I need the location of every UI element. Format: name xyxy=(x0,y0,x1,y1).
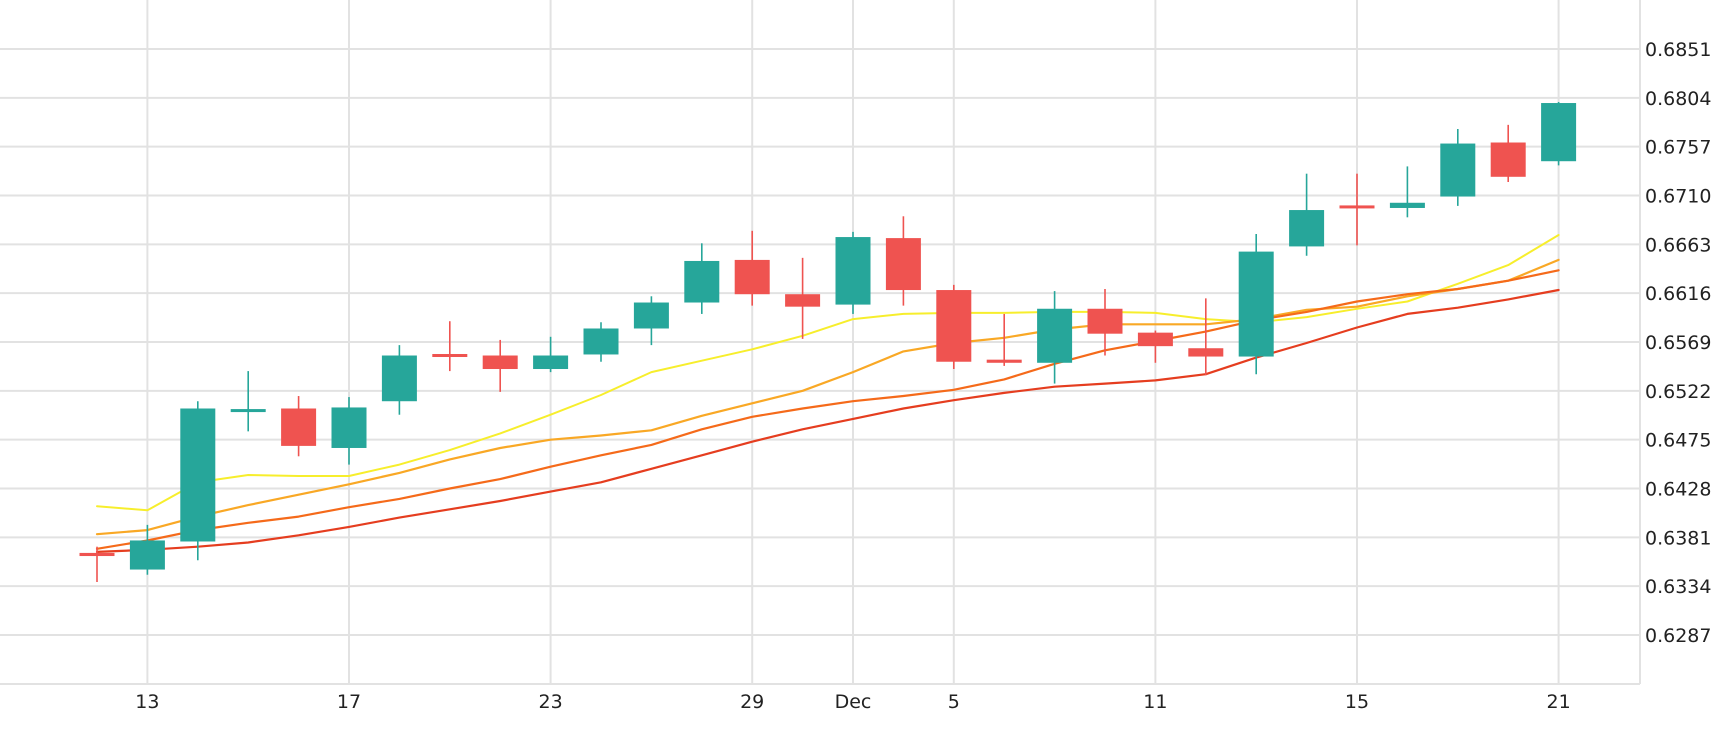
candle-body-up xyxy=(1389,202,1425,208)
candle-body-up xyxy=(1440,143,1476,197)
candle-body-up xyxy=(230,409,266,413)
candle xyxy=(835,231,871,314)
y-tick-label: 0.6616 xyxy=(1645,283,1711,305)
candle-body-up xyxy=(1541,103,1577,162)
candle-body-up xyxy=(331,407,367,448)
x-tick-label: 21 xyxy=(1547,691,1571,713)
candle-body-up xyxy=(1238,251,1274,357)
candle xyxy=(1389,166,1425,218)
moving-average-line xyxy=(95,288,1560,554)
y-tick-label: 0.6522 xyxy=(1645,381,1711,403)
candle-layer xyxy=(79,101,1577,583)
candle xyxy=(180,401,216,561)
candle-body-up xyxy=(381,355,417,402)
candle xyxy=(785,257,821,339)
candle-body-down xyxy=(885,238,921,291)
candle xyxy=(1490,124,1526,182)
candle-body-up xyxy=(1037,308,1073,363)
candle-body-up xyxy=(533,355,569,370)
x-tick-label: Dec xyxy=(835,691,872,713)
y-tick-label: 0.6851 xyxy=(1645,39,1711,61)
candle xyxy=(533,336,569,373)
candle-body-down xyxy=(785,294,821,307)
candle xyxy=(1137,330,1173,363)
candle-body-down xyxy=(1490,142,1526,177)
candle xyxy=(1339,173,1375,246)
y-tick-label: 0.6287 xyxy=(1645,625,1711,647)
x-tick-label: 23 xyxy=(539,691,563,713)
axis-layer: 0.6287 0.6334 0.6381 0.6428 0.6475 0.6522 0.65… xyxy=(135,39,1711,713)
x-tick-label: 13 xyxy=(135,691,159,713)
y-tick-label: 0.6804 xyxy=(1645,88,1711,110)
candle-body-up xyxy=(835,237,871,305)
candle-body-up xyxy=(180,408,216,542)
candle xyxy=(1440,129,1476,206)
y-tick-label: 0.6428 xyxy=(1645,479,1711,501)
candle xyxy=(633,296,669,346)
candle xyxy=(432,321,468,372)
candle xyxy=(986,313,1022,366)
candle xyxy=(331,397,367,465)
candle xyxy=(1188,298,1224,376)
candle xyxy=(230,371,266,432)
y-tick-label: 0.6334 xyxy=(1645,576,1711,598)
candle xyxy=(79,546,115,583)
candle-body-down xyxy=(1137,332,1173,347)
y-tick-label: 0.6569 xyxy=(1645,332,1711,354)
candle-body-down xyxy=(734,259,770,295)
candle xyxy=(281,396,317,457)
x-tick-label: 11 xyxy=(1143,691,1167,713)
candle xyxy=(1238,233,1274,375)
candle-body-down xyxy=(1339,205,1375,209)
x-tick-label: 5 xyxy=(948,691,960,713)
candle xyxy=(936,284,972,370)
candle-body-down xyxy=(432,354,468,358)
candle-body-down xyxy=(281,408,317,446)
candle xyxy=(885,216,921,306)
candle xyxy=(734,230,770,306)
moving-average-line xyxy=(95,269,1560,550)
x-tick-label: 15 xyxy=(1345,691,1369,713)
candle-body-up xyxy=(1289,210,1325,247)
candle xyxy=(1541,101,1577,166)
y-tick-label: 0.6475 xyxy=(1645,430,1711,452)
candle-body-up xyxy=(583,328,619,355)
x-tick-label: 29 xyxy=(740,691,764,713)
candle-body-down xyxy=(1087,308,1123,334)
candle xyxy=(381,345,417,415)
moving-average-line xyxy=(95,258,1560,536)
moving-average-line xyxy=(96,234,1560,512)
grid-layer xyxy=(0,0,1641,685)
candle xyxy=(1037,291,1073,384)
candle-body-down xyxy=(1188,348,1224,357)
candle-body-up xyxy=(684,260,720,303)
candle-body-down xyxy=(936,290,972,362)
candle-body-up xyxy=(633,302,669,329)
candle-body-down xyxy=(482,355,518,370)
candle-body-down xyxy=(986,359,1022,363)
moving-average-layer xyxy=(95,234,1560,554)
y-tick-label: 0.6757 xyxy=(1645,137,1711,159)
candle xyxy=(583,322,619,362)
x-tick-label: 17 xyxy=(337,691,361,713)
y-tick-label: 0.6710 xyxy=(1645,186,1711,208)
y-tick-label: 0.6663 xyxy=(1645,234,1711,256)
candle-body-up xyxy=(129,540,165,570)
candle xyxy=(1289,173,1325,256)
candle-body-down xyxy=(79,552,115,557)
candle xyxy=(482,339,518,392)
y-tick-label: 0.6381 xyxy=(1645,527,1711,549)
candle xyxy=(684,243,720,314)
candle xyxy=(129,524,165,575)
candle xyxy=(1087,289,1123,356)
